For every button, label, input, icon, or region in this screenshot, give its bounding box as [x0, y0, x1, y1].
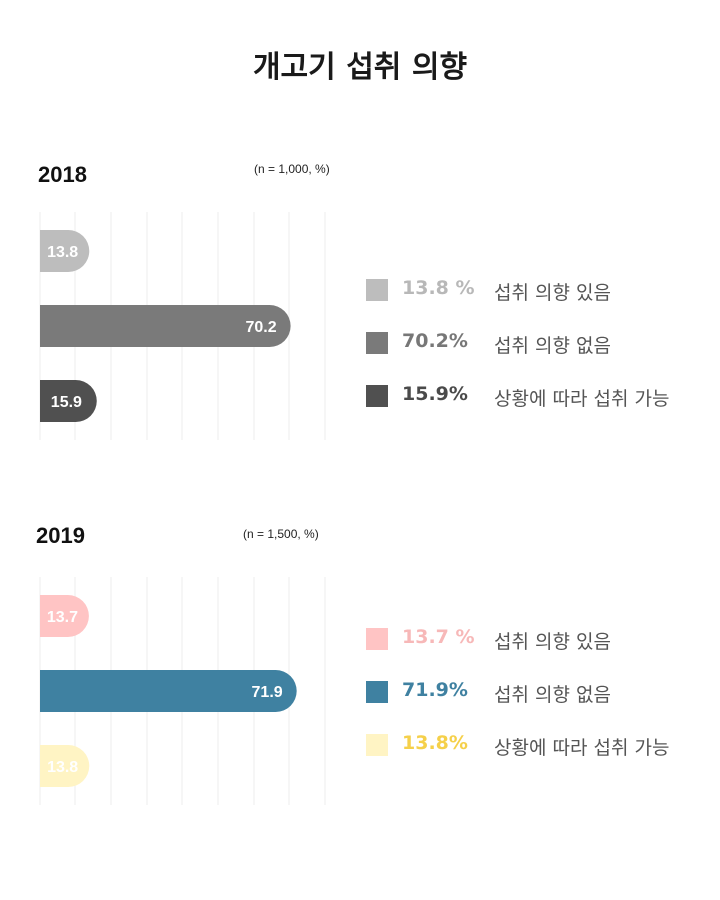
legend-swatch: [366, 734, 388, 756]
legend-value: 71.9%: [402, 679, 468, 701]
bar: [40, 230, 90, 272]
bar: [40, 380, 97, 422]
legend-item: 13.7 % 섭취 의향 있음: [366, 626, 706, 653]
legend-value: 13.7 %: [402, 626, 475, 648]
sample-note: (n = 1,000, %): [254, 162, 330, 176]
panel-2018: 2018 (n = 1,000, %) 13.8 70.2 15.9 13.8 % …: [0, 150, 720, 450]
legend-label: 섭취 의향 없음: [494, 335, 611, 357]
legend-label: 섭취 의향 없음: [494, 684, 611, 706]
legend-item: 70.2% 섭취 의향 없음: [366, 330, 706, 357]
legend-item: 71.9% 섭취 의향 없음: [366, 679, 706, 706]
panel-2019: 2019 (n = 1,500, %) 13.7 71.9 13.8 13.7 % …: [0, 515, 720, 815]
bar: [40, 670, 297, 712]
legend-value: 15.9%: [402, 383, 468, 405]
legend-label: 상황에 따라 섭취 가능: [494, 388, 670, 410]
legend-label: 상황에 따라 섭취 가능: [494, 737, 670, 759]
legend-swatch: [366, 628, 388, 650]
bar: [40, 745, 90, 787]
legend-swatch: [366, 681, 388, 703]
sample-note: (n = 1,500, %): [243, 527, 319, 541]
bar-value-label: 71.9: [252, 684, 283, 701]
bar-value-label: 70.2: [245, 319, 276, 336]
bar-plot: 13.8 70.2 15.9: [39, 212, 326, 440]
legend-value: 13.8%: [402, 732, 468, 754]
year-label: 2018: [38, 162, 87, 187]
legend-swatch: [366, 385, 388, 407]
chart-title: 개고기 섭취 의향: [252, 50, 468, 85]
bar-value-label: 13.8: [47, 759, 78, 776]
legend-value: 70.2%: [402, 330, 468, 352]
bar-value-label: 13.8: [47, 244, 78, 261]
bar: [40, 305, 291, 347]
legend-label: 섭취 의향 있음: [494, 282, 611, 304]
legend-item: 13.8 % 섭취 의향 있음: [366, 277, 706, 304]
bar-value-label: 13.7: [47, 609, 78, 626]
legend-item: 13.8% 상황에 따라 섭취 가능: [366, 732, 706, 759]
legend-item: 15.9% 상황에 따라 섭취 가능: [366, 383, 706, 410]
legend-swatch: [366, 332, 388, 354]
year-label: 2019: [36, 523, 85, 548]
legend-swatch: [366, 279, 388, 301]
bar: [40, 595, 89, 637]
bar-plot: 13.7 71.9 13.8: [39, 577, 326, 805]
legend-label: 섭취 의향 있음: [494, 631, 611, 653]
legend-value: 13.8 %: [402, 277, 475, 299]
bar-value-label: 15.9: [51, 394, 82, 411]
